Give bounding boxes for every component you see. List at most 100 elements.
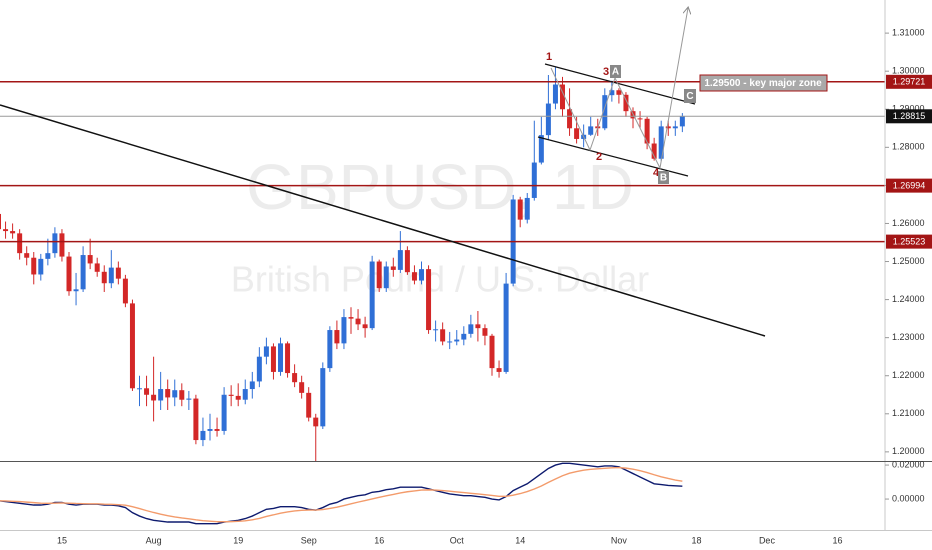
- wave-label: B: [660, 173, 667, 184]
- candle-body: [602, 95, 608, 129]
- candle-body: [411, 272, 417, 281]
- y-tick-label: 0.00000: [892, 493, 925, 503]
- candle-body: [538, 135, 544, 163]
- indicator-pane: [0, 462, 683, 525]
- candle-body: [482, 328, 488, 336]
- candle-body: [355, 318, 361, 325]
- candle-body: [193, 398, 199, 441]
- candle-body: [172, 390, 178, 398]
- wave-box: [610, 65, 621, 78]
- candle-body: [588, 126, 594, 135]
- candle-body: [270, 346, 276, 372]
- candle-body: [80, 255, 86, 290]
- candle-body: [17, 233, 23, 254]
- candle-body: [341, 317, 347, 344]
- last-price-tag: [886, 109, 932, 124]
- wave-label: 4: [653, 167, 660, 179]
- wave-box: [684, 89, 696, 103]
- last-price-label: 1.28815: [893, 111, 926, 121]
- candle-body: [390, 266, 396, 270]
- candle-body: [348, 317, 354, 319]
- candle-body: [242, 389, 248, 400]
- zone-box: [699, 74, 828, 92]
- candle-body: [369, 261, 375, 329]
- candle-body: [73, 289, 79, 292]
- level-tag: [886, 234, 932, 249]
- candle-body: [679, 116, 685, 127]
- zone-label: 1.29500 - key major zone: [704, 78, 822, 89]
- candle-body: [263, 346, 269, 357]
- y-tick-label: 1.25000: [892, 256, 925, 266]
- candle-body: [144, 388, 150, 395]
- trend-line: [0, 104, 766, 337]
- level-label: 1.29721: [893, 77, 926, 87]
- candle-body: [256, 356, 262, 382]
- candle-body: [496, 368, 502, 372]
- level-label: 1.26994: [893, 180, 926, 190]
- candle-body: [609, 90, 615, 96]
- candle-body: [179, 390, 185, 400]
- y-tick-label: 1.29000: [892, 104, 925, 114]
- candle-body: [404, 250, 410, 273]
- candle-body: [517, 199, 523, 220]
- candle-body: [108, 267, 114, 284]
- watermark-name: British Pound / U.S. Dollar: [231, 259, 649, 300]
- wave-box: [658, 171, 669, 184]
- candle-body: [468, 324, 474, 334]
- x-tick-label: 18: [691, 535, 701, 545]
- candle-body: [531, 162, 537, 198]
- candle-body: [278, 343, 283, 372]
- candle-body: [249, 381, 255, 390]
- candle-body: [52, 233, 58, 254]
- candle-body: [461, 333, 467, 340]
- wave-label: C: [686, 91, 693, 102]
- candle-body: [38, 258, 44, 275]
- axes: 1.20000 1.21000 1.22000 1.23000 1.24000 1.250…: [57, 27, 932, 545]
- candle-body: [616, 90, 622, 95]
- candle-body: [122, 278, 128, 304]
- candle-body: [306, 392, 312, 418]
- wave-label: 3: [603, 66, 609, 78]
- level-label: 1.25523: [893, 236, 926, 246]
- candle-body: [397, 250, 403, 270]
- candle-body: [426, 269, 432, 331]
- candle-body: [567, 109, 573, 129]
- candle-body: [66, 256, 72, 292]
- candle-body: [447, 341, 453, 343]
- candle-body: [644, 118, 650, 144]
- x-tick-label: Sep: [301, 535, 317, 545]
- candle-body: [200, 430, 206, 441]
- candle-body: [658, 126, 664, 159]
- candle-body: [433, 329, 439, 331]
- candle-body: [221, 394, 227, 431]
- candle-body: [383, 266, 389, 289]
- x-tick-label: 16: [832, 535, 842, 545]
- candle-body: [320, 368, 326, 427]
- candle-body: [313, 417, 319, 427]
- candle-body: [235, 395, 241, 400]
- y-tick-label: 1.23000: [892, 332, 925, 342]
- candle-body: [440, 329, 446, 342]
- indicator-line: [0, 462, 683, 525]
- candle-body: [101, 271, 107, 284]
- y-tick-label: 1.22000: [892, 370, 925, 380]
- candle-body: [31, 257, 37, 275]
- y-tick-label: 1.20000: [892, 446, 925, 456]
- candle-body: [228, 394, 234, 396]
- indicator-line: [0, 466, 683, 523]
- candle-body: [503, 283, 509, 372]
- candle-body: [524, 197, 530, 220]
- candle-body: [327, 330, 333, 369]
- candle-body: [129, 303, 135, 389]
- y-tick-label: 0.02000: [892, 459, 925, 469]
- candle-body: [24, 253, 30, 258]
- wave-label: 2: [596, 151, 602, 163]
- channel-upper: [544, 63, 696, 105]
- y-tick-label: 1.28000: [892, 142, 925, 152]
- x-tick-label: 14: [515, 535, 525, 545]
- y-tick-label: 1.24000: [892, 294, 925, 304]
- candle-body: [10, 231, 16, 234]
